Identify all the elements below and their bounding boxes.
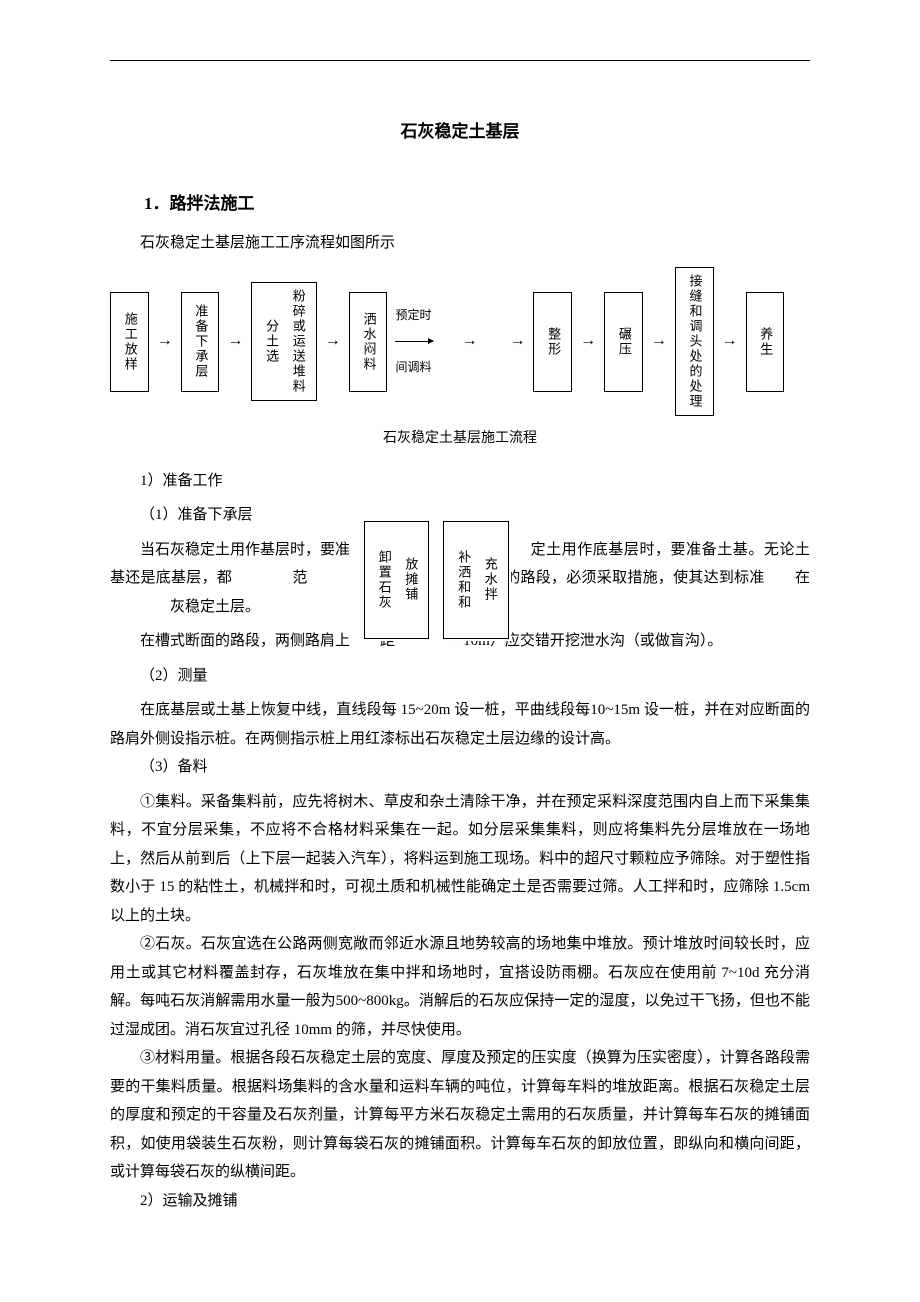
overlay-1b: 放摊铺 xyxy=(398,557,423,602)
flow-box-1: 施工放样 xyxy=(110,292,149,392)
overlay-box-2: 补洒和和 充水拌 xyxy=(443,521,508,639)
mid-label-top: 预定时 xyxy=(395,304,431,327)
prep-h1-3: （3）备料 xyxy=(110,753,810,782)
flow-box-2: 准备下承层 xyxy=(181,292,220,392)
overlay-box-1: 卸置石灰 放摊铺 xyxy=(364,521,429,639)
p1d: 灰稳定土层。 xyxy=(170,599,260,615)
overlay-1a: 卸置石灰 xyxy=(371,550,396,610)
p2a: 在槽式断面的路段，两侧路肩上 xyxy=(110,627,350,656)
section-1-heading: 1．路拌法施工 xyxy=(110,188,810,220)
prep-p3: 在底基层或土基上恢复中线，直线段每 15~20m 设一桩，平曲线段每10~15m… xyxy=(110,696,810,753)
prep-h2: 2）运输及摊铺 xyxy=(110,1187,810,1216)
section-1-intro: 石灰稳定土基层施工工序流程如图所示 xyxy=(110,229,810,258)
flow-box-8: 养生 xyxy=(746,292,785,392)
mid-label-bottom: 间调料 xyxy=(395,356,431,379)
header-rule xyxy=(110,60,810,61)
arrow-icon: → xyxy=(580,326,596,356)
prep-p5: ②石灰。石灰宜选在公路两侧宽敞而邻近水源且地势较高的场地集中堆放。预计堆放时间较… xyxy=(110,930,810,1044)
flow-box-3: 分土选 粉碎或运送堆料 xyxy=(251,282,316,401)
arrow-icon: → xyxy=(157,326,173,356)
arrow-icon: → xyxy=(509,326,525,356)
flowchart-caption: 石灰稳定土基层施工流程 xyxy=(110,426,810,453)
prep-p4: ①集料。采备集料前，应先将树木、草皮和杂土清除干净，并在预定采料深度范围内自上而… xyxy=(110,788,810,931)
mid2: 在 xyxy=(795,570,810,586)
flow-box-7: 接缝和调头处的处理 xyxy=(675,267,714,416)
mid1: 范 xyxy=(292,570,308,586)
overlay-2b: 充水拌 xyxy=(477,557,502,602)
content-wrap: 卸置石灰 放摊铺 补洒和和 充水拌 1）准备工作 （1）准备下承层 当石灰稳定土… xyxy=(110,467,810,1216)
overlay-boxes: 卸置石灰 放摊铺 补洒和和 充水拌 xyxy=(362,519,511,641)
overlay-2a: 补洒和和 xyxy=(450,550,475,610)
arrow-icon: → xyxy=(651,326,667,356)
flow-box-5: 整形 xyxy=(533,292,572,392)
arrow-icon: → xyxy=(227,326,243,356)
flowchart: 施工放样 → 准备下承层 → 分土选 粉碎或运送堆料 → 洒水闷料 预定时 间调… xyxy=(110,267,810,416)
arrow-icon: → xyxy=(722,326,738,356)
prep-h1-2: （2）测量 xyxy=(110,662,810,691)
flow-box-4: 洒水闷料 xyxy=(349,292,388,392)
arrow-icon: → xyxy=(325,326,341,356)
doc-title: 石灰稳定土基层 xyxy=(110,116,810,148)
prep-h1: 1）准备工作 xyxy=(110,467,810,496)
flow-box-3b: 分土选 xyxy=(258,319,283,364)
p1a: 当石灰稳定土用作基层时，要准 xyxy=(110,536,350,565)
flow-box-3a: 粉碎或运送堆料 xyxy=(285,289,310,394)
arrow-long-icon xyxy=(395,341,433,342)
flow-box-6: 碾压 xyxy=(604,292,643,392)
arrow-icon: → xyxy=(461,326,477,356)
prep-p6: ③材料用量。根据各段石灰稳定土层的宽度、厚度及预定的压实度（换算为压实密度），计… xyxy=(110,1044,810,1187)
